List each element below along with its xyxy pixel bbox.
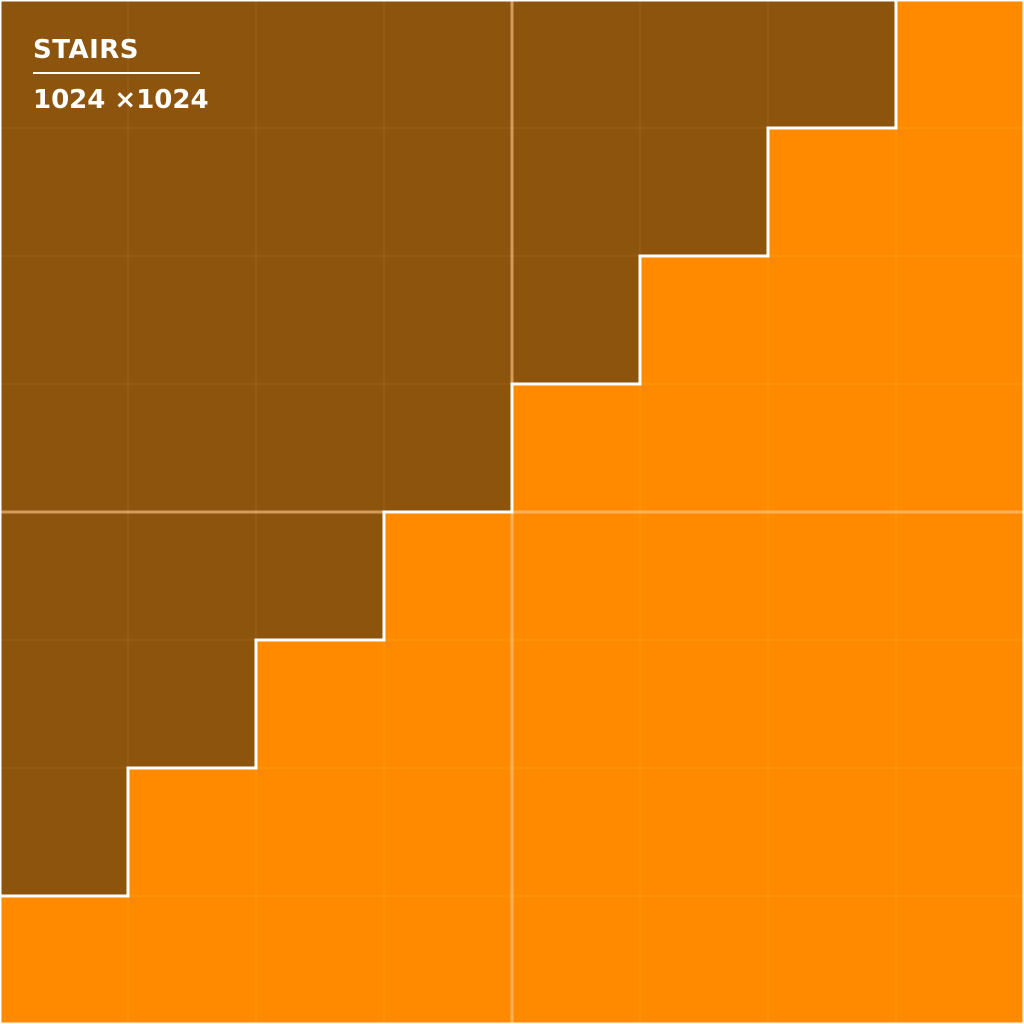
upper-cell (511, 255, 641, 385)
title-divider (33, 72, 200, 74)
upper-cell (639, 127, 769, 257)
upper-cell (255, 0, 385, 129)
upper-cell (255, 127, 385, 257)
upper-cell (127, 127, 257, 257)
lower-cell (639, 639, 769, 769)
upper-cell (0, 639, 129, 769)
lower-cell (639, 383, 769, 513)
lower-cell (639, 895, 769, 1024)
lower-cell (895, 127, 1024, 257)
lower-cell (767, 383, 897, 513)
upper-cell (0, 0, 129, 129)
lower-cell (511, 767, 641, 897)
lower-cell (639, 511, 769, 641)
lower-cell (895, 639, 1024, 769)
upper-cell (767, 0, 897, 129)
lower-cell (127, 895, 257, 1024)
upper-cell (383, 255, 513, 385)
upper-cell (127, 383, 257, 513)
upper-cell (383, 0, 513, 129)
lower-cell (895, 255, 1024, 385)
lower-cell (767, 511, 897, 641)
lower-cell (639, 767, 769, 897)
lower-cell (255, 639, 385, 769)
label-block: STAIRS 1024 ×1024 (33, 34, 209, 116)
pattern-title: STAIRS (33, 35, 139, 65)
lower-cell (383, 895, 513, 1024)
stair-line (0, 0, 896, 896)
upper-cell (127, 0, 257, 129)
upper-cell (0, 511, 129, 641)
lower-cell (895, 511, 1024, 641)
lower-cell (639, 255, 769, 385)
upper-cell (255, 383, 385, 513)
upper-cell (127, 511, 257, 641)
lower-cell (511, 895, 641, 1024)
lower-cell (0, 895, 129, 1024)
lower-cell (255, 767, 385, 897)
lower-cell (127, 767, 257, 897)
upper-cell (511, 127, 641, 257)
lower-cell (767, 127, 897, 257)
upper-cell (639, 0, 769, 129)
upper-cell (383, 127, 513, 257)
lower-cell (895, 895, 1024, 1024)
lower-cell (511, 639, 641, 769)
upper-cell (0, 127, 129, 257)
lower-cell (895, 383, 1024, 513)
upper-cell (0, 767, 129, 897)
lower-cell (767, 639, 897, 769)
lower-cell (767, 895, 897, 1024)
upper-cell (255, 255, 385, 385)
upper-cell (127, 639, 257, 769)
upper-cell (0, 383, 129, 513)
lower-cell (895, 0, 1024, 129)
upper-cell (383, 383, 513, 513)
upper-cell (511, 0, 641, 129)
lower-cell (895, 767, 1024, 897)
lower-cell (383, 639, 513, 769)
lower-cell (511, 511, 641, 641)
lower-cell (767, 255, 897, 385)
upper-cell (255, 511, 385, 641)
upper-cell (0, 255, 129, 385)
lower-cell (383, 511, 513, 641)
lower-cell (383, 767, 513, 897)
lower-cell (511, 383, 641, 513)
upper-cell (127, 255, 257, 385)
size-label: 1024 ×1024 (33, 85, 209, 115)
lower-cell (767, 767, 897, 897)
lower-cell (255, 895, 385, 1024)
